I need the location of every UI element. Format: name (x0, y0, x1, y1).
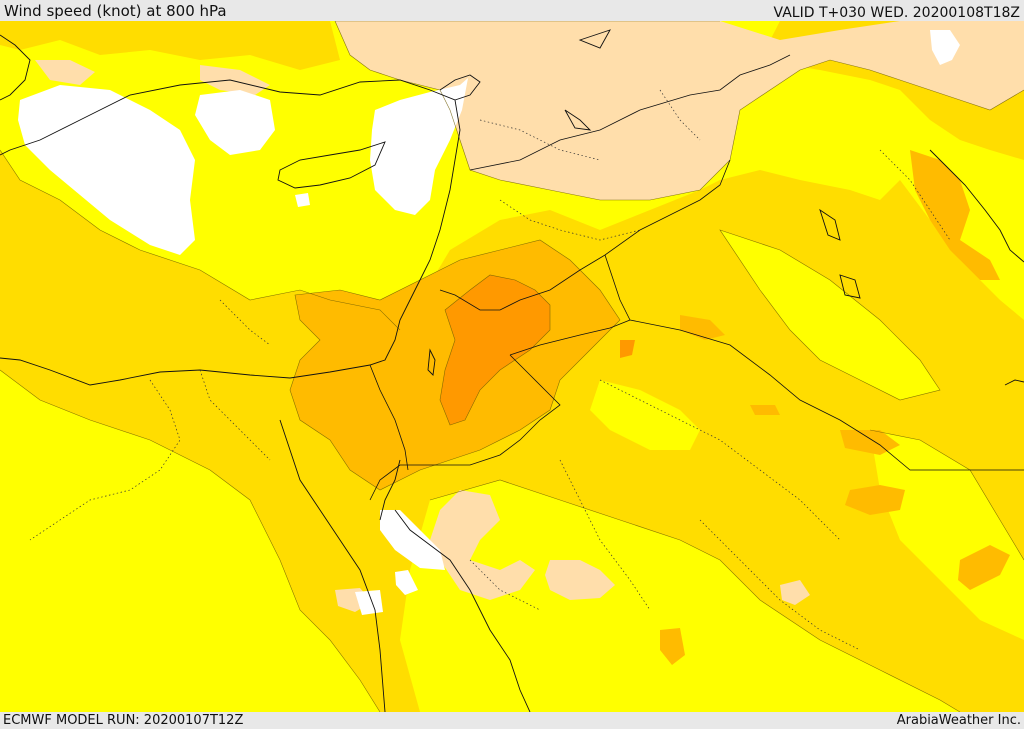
region-boundaries (29, 89, 951, 651)
country-borders (369, 54, 1024, 501)
credit-label: ArabiaWeather Inc. (896, 713, 1021, 728)
footer-bar: ECMWF MODEL RUN: 20200107T12Z ArabiaWeat… (0, 712, 1024, 729)
wind-speed-map (0, 21, 1024, 712)
chart-title: Wind speed (knot) at 800 hPa (4, 2, 227, 20)
coastlines (0, 29, 1024, 712)
header-bar: Wind speed (knot) at 800 hPa VALID T+030… (0, 0, 1024, 21)
valid-time: VALID T+030 WED. 20200108T18Z (773, 5, 1020, 21)
wind-speed-fill (0, 21, 1024, 712)
model-run-label: ECMWF MODEL RUN: 20200107T12Z (3, 713, 244, 728)
